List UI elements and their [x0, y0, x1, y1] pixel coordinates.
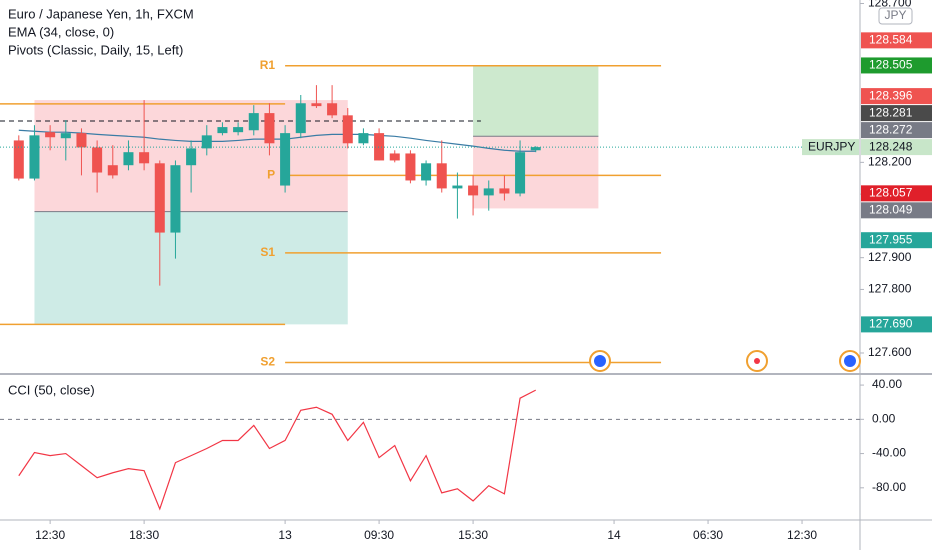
candle-body: [13, 140, 24, 179]
candle-body: [280, 133, 291, 186]
y-tick-label: 0.00: [872, 411, 896, 425]
price-label: 127.955: [869, 232, 913, 246]
candle-body: [233, 127, 244, 133]
indicator-legend: EMA (34, close, 0): [8, 24, 114, 39]
price-label: 128.057: [869, 186, 913, 200]
candle-body: [342, 115, 353, 144]
price-label: 128.396: [869, 88, 913, 102]
pivot-label: S1: [260, 245, 275, 259]
candle-body: [45, 132, 56, 138]
target-zone: [473, 65, 599, 137]
candle-body: [483, 188, 494, 196]
price-label: 128.248: [869, 139, 913, 153]
price-label: 128.049: [869, 203, 913, 217]
price-label-box: [861, 202, 932, 219]
price-label-box: [861, 185, 932, 202]
candle-body: [327, 103, 338, 116]
x-tick-label: 14: [607, 528, 621, 542]
candle-body: [139, 152, 150, 164]
x-tick-label: 12:30: [35, 528, 65, 542]
y-tick-label: 127.900: [868, 250, 912, 264]
pivot-label: P: [267, 168, 275, 182]
y-tick-label: 127.800: [868, 282, 912, 296]
candle-body: [170, 165, 181, 233]
price-label: 128.505: [869, 58, 913, 72]
pivot-label: S2: [260, 355, 275, 369]
candle-body: [374, 133, 385, 161]
currency: JPY: [884, 8, 906, 22]
cci-legend: CCI (50, close): [8, 382, 95, 397]
candle-body: [295, 103, 306, 134]
candle-body: [92, 147, 103, 173]
event-icon-inner: [844, 355, 856, 367]
price-label: 128.272: [869, 122, 913, 136]
y-tick-label: -40.00: [872, 446, 906, 460]
event-icon-inner: [754, 358, 760, 364]
x-tick-label: 15:30: [458, 528, 488, 542]
candle-body: [107, 165, 118, 176]
price-label: 128.584: [869, 33, 913, 47]
price-label: 128.281: [869, 105, 913, 119]
x-tick-label: 18:30: [129, 528, 159, 542]
candle-body: [530, 147, 541, 151]
candle-body: [76, 133, 87, 148]
candle-body: [311, 103, 322, 107]
target-zone: [34, 211, 348, 325]
candle-body: [389, 153, 400, 161]
x-tick-label: 06:30: [693, 528, 723, 542]
candle-body: [123, 152, 134, 166]
candle-body: [186, 148, 197, 166]
candle-body: [201, 135, 212, 149]
candle-body: [515, 152, 526, 194]
x-tick-label: 12:30: [787, 528, 817, 542]
price-label-box: [861, 139, 932, 156]
cci-line: [18, 389, 537, 511]
price-label-box: [861, 316, 932, 333]
candle-body: [358, 133, 369, 144]
candle-body: [248, 113, 259, 131]
candle-body: [154, 163, 165, 233]
candle-body: [499, 188, 510, 194]
price-label-box: [861, 88, 932, 105]
symbol-label-box: [802, 139, 859, 156]
price-label-box: [861, 232, 932, 249]
y-tick-label: 128.200: [868, 155, 912, 169]
candle-body: [468, 185, 479, 196]
x-tick-label: 09:30: [364, 528, 394, 542]
pivot-label: R1: [260, 58, 276, 72]
y-tick-label: -80.00: [872, 480, 906, 494]
symbol-title: Euro / Japanese Yen, 1h, FXCM: [8, 6, 194, 21]
y-tick-label: 128.700: [868, 0, 912, 10]
candle-body: [217, 127, 228, 134]
price-label-box: [861, 57, 932, 74]
currency-badge[interactable]: [878, 7, 913, 25]
candle-body: [421, 163, 432, 181]
candle-body: [29, 135, 40, 179]
symbol-label: EURJPY: [808, 139, 855, 153]
candle-body: [264, 113, 275, 144]
y-tick-label: 127.600: [868, 345, 912, 359]
candle-body: [436, 163, 447, 189]
candle-body: [405, 153, 416, 181]
price-label-box: [861, 32, 932, 49]
event-icon-inner: [594, 355, 606, 367]
price-label-box: [861, 105, 932, 122]
y-tick-label: 40.00: [872, 377, 902, 391]
price-label-box: [861, 122, 932, 139]
indicator-legend: Pivots (Classic, Daily, 15, Left): [8, 42, 183, 57]
price-label: 127.690: [869, 317, 913, 331]
candle-body: [60, 133, 71, 139]
ema-line: [18, 129, 536, 152]
candle-body: [452, 185, 463, 189]
event-icons: [589, 350, 861, 372]
x-tick-label: 13: [278, 528, 292, 542]
